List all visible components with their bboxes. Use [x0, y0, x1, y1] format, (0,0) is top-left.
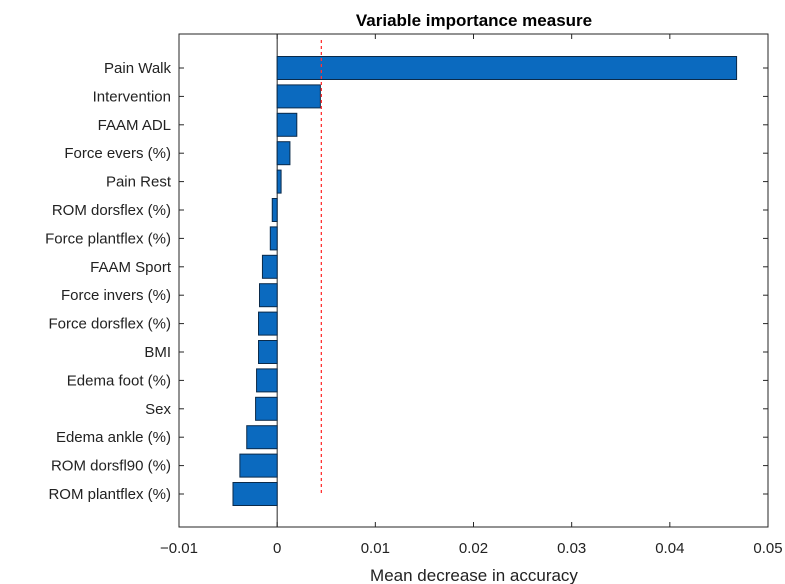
bar — [246, 425, 278, 450]
bar — [256, 368, 278, 393]
bar — [276, 84, 321, 109]
x-tick-label: 0.05 — [753, 540, 782, 557]
bar — [276, 141, 291, 166]
category-label: Sex — [145, 401, 171, 418]
category-label: Pain Rest — [106, 174, 172, 191]
category-label: ROM dorsfl90 (%) — [51, 458, 171, 475]
category-label: Force plantflex (%) — [45, 230, 171, 247]
category-label: Pain Walk — [104, 60, 171, 77]
x-tick-label: 0.04 — [655, 540, 684, 557]
bar — [258, 283, 278, 308]
x-tick-label: 0.02 — [459, 540, 488, 557]
x-tick-label: 0.03 — [557, 540, 586, 557]
x-axis-label: Mean decrease in accuracy — [370, 566, 578, 584]
chart-title: Variable importance measure — [356, 11, 592, 30]
plot-frame — [178, 33, 769, 528]
category-label: ROM dorsflex (%) — [52, 202, 171, 219]
bars-layer — [232, 40, 738, 506]
category-label: ROM plantflex (%) — [48, 486, 171, 503]
category-label: Edema foot (%) — [67, 372, 171, 389]
bar — [271, 198, 278, 222]
category-label: FAAM Sport — [90, 259, 172, 276]
bar — [232, 482, 278, 506]
category-label: Intervention — [93, 88, 171, 105]
category-label: Force evers (%) — [64, 145, 171, 162]
category-label: BMI — [144, 344, 171, 361]
bar — [276, 56, 738, 80]
category-labels: Pain Walk Intervention FAAM ADL Force evers… — [45, 60, 768, 503]
bar — [258, 311, 278, 336]
bar — [276, 169, 282, 194]
bar — [258, 340, 278, 364]
bar — [239, 453, 278, 478]
bar — [255, 396, 278, 421]
x-tick-label: 0 — [273, 540, 281, 557]
bar — [276, 112, 298, 137]
category-label: FAAM ADL — [98, 117, 171, 134]
x-tick-label: 0.01 — [361, 540, 390, 557]
bar — [261, 254, 278, 279]
category-label: Edema ankle (%) — [56, 429, 171, 446]
category-label: Force dorsflex (%) — [48, 316, 171, 333]
category-label: Force invers (%) — [61, 287, 171, 304]
x-tick-label: −0.01 — [160, 540, 198, 557]
bar — [269, 226, 278, 251]
x-axis-ticks: −0.01 0 0.01 0.02 0.03 0.04 0.05 — [160, 34, 783, 557]
